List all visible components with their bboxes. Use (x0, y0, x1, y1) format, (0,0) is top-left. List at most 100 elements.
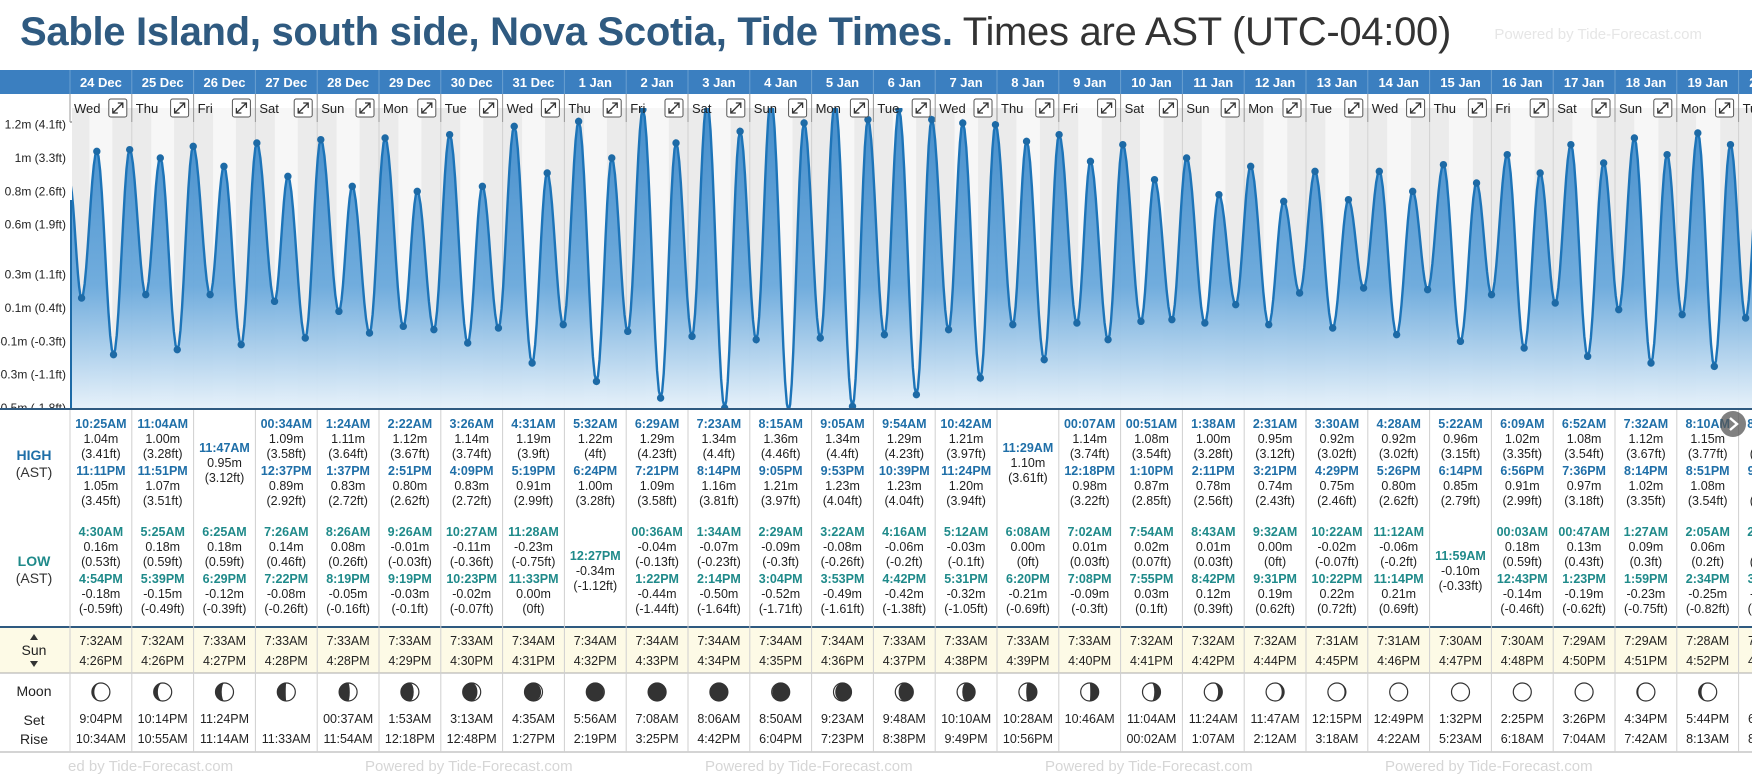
high-height-m: 0.75m (1320, 479, 1355, 493)
low-height-ft: (0.72ft) (1317, 602, 1357, 616)
weekday-label: Sat (259, 101, 279, 116)
low-time: 3:04PM (759, 572, 803, 586)
low-time: 7:26AM (264, 525, 308, 539)
moon-shadow (962, 683, 976, 701)
date-label: 5 Jan (826, 75, 859, 90)
expand-arrows (173, 102, 186, 114)
moonrise-time: 8:13AM (1686, 732, 1729, 746)
moonrise-time: 10:55AM (138, 732, 188, 746)
sunset-time: 4:34PM (697, 654, 740, 668)
y-tick-label: 1.2m (4.1ft) (5, 118, 66, 132)
tide-line (72, 108, 1752, 408)
low-height-m: 0.06m (1690, 540, 1725, 554)
date-label: 26 Dec (204, 75, 246, 90)
low-height-m: -0.14m (1503, 587, 1542, 601)
high-tide-point (284, 172, 292, 181)
low-height-ft: (-1.05ft) (944, 602, 988, 616)
low-tide-point (1201, 319, 1209, 327)
moonset-time: 6:55PM (1748, 712, 1752, 726)
high-sub-label: (AST) (16, 464, 53, 480)
low-time: 5:39PM (141, 572, 185, 586)
sunset-time: 4:35PM (759, 654, 802, 668)
high-time: 11:29AM (1003, 441, 1054, 455)
high-time: 6:24PM (573, 464, 617, 478)
low-height-m: 0.21m (1381, 587, 1416, 601)
low-tide-point (206, 290, 214, 299)
expand-icon (602, 98, 622, 118)
moon-shadow (277, 683, 287, 701)
high-height-m: 1.16m (702, 479, 737, 493)
high-time: 8:10AM (1685, 417, 1729, 431)
sunset-time: 4:27PM (203, 654, 246, 668)
high-height-ft: (3.67ft) (1750, 494, 1752, 508)
low-time: 3:53PM (821, 572, 865, 586)
high-tide-point (1375, 167, 1384, 176)
low-height-m: 0.18m (145, 540, 180, 554)
low-time: 11:28AM (508, 525, 559, 539)
high-time: 4:28AM (1376, 417, 1420, 431)
date-label: 20 Jan (1749, 75, 1752, 90)
high-height-ft: (2.43ft) (1255, 494, 1295, 508)
low-height-ft: (-1.64ft) (697, 602, 741, 616)
high-time: 6:29AM (635, 417, 679, 431)
sunset-time: 4:30PM (450, 654, 493, 668)
moonrise-time: 2:19PM (574, 732, 617, 746)
low-height-ft: (-0.36ft) (450, 555, 494, 569)
high-height-ft: (2.99ft) (514, 494, 554, 508)
high-height-m: 0.83m (331, 479, 366, 493)
low-time: 11:14PM (1374, 572, 1424, 586)
footer-watermark: Powered by Tide-Forecast.com (705, 758, 913, 775)
date-label: 4 Jan (764, 75, 797, 90)
expand-icon (1529, 98, 1549, 118)
high-tide-point (1599, 159, 1608, 167)
high-height-ft: (4.46ft) (761, 447, 801, 461)
low-time: 2:05AM (1685, 525, 1729, 539)
low-height-m: 0.01m (1072, 540, 1107, 554)
moonrise-time: 12:18PM (385, 732, 435, 746)
high-tide-point (317, 135, 325, 144)
sunset-time: 4:44PM (1254, 654, 1297, 668)
moon-disc (1512, 682, 1532, 702)
high-height-ft: (3.54ft) (1564, 447, 1604, 461)
high-height-m: 1.07m (145, 479, 180, 493)
low-time: 7:22PM (264, 572, 308, 586)
high-tide-point (125, 145, 134, 154)
low-height-m: 0.00m (1258, 540, 1293, 554)
moon-phase-icon (1389, 682, 1409, 702)
sunset-time: 4:31PM (512, 654, 555, 668)
low-height-m: -0.06m (1379, 540, 1418, 554)
low-height-m: -0.04m (638, 540, 677, 554)
low-time: 11:59AM (1435, 549, 1486, 563)
low-height-m: -0.32m (947, 587, 986, 601)
high-time: 3:26AM (449, 417, 493, 431)
low-height-m: -0.02m (1317, 540, 1356, 554)
low-height-m: 0.00m (516, 587, 551, 601)
low-tide-point (880, 330, 889, 339)
date-label: 11 Jan (1193, 75, 1233, 90)
low-height-ft: (-0.03ft) (388, 555, 432, 569)
weekday-label: Thu (568, 101, 590, 116)
high-tide-point (1150, 175, 1159, 184)
high-height-ft: (3.97ft) (946, 447, 986, 461)
weekday-label: Wed (939, 101, 966, 116)
moon-shadow (1151, 683, 1161, 701)
low-tide-point (1583, 352, 1592, 361)
sunset-time: 4:47PM (1439, 654, 1482, 668)
low-tide-point (1678, 310, 1686, 319)
high-tide-point (189, 142, 197, 151)
high-height-ft: (2.72ft) (328, 494, 368, 508)
high-time: 00:07AM (1064, 417, 1115, 431)
weekday-label: Mon (1681, 101, 1706, 116)
high-tide-point (543, 169, 551, 177)
high-height-m: 1.11m (331, 432, 365, 446)
moon-shadow (524, 683, 542, 701)
high-tide-point (1086, 157, 1095, 166)
low-height-m: 0.16m (84, 540, 119, 554)
scroll-right-button[interactable] (1720, 411, 1746, 437)
low-tide-point (1487, 290, 1496, 299)
low-time: 00:36AM (631, 525, 682, 539)
high-tide-point (1503, 150, 1511, 159)
moon-shadow (586, 683, 604, 701)
sun-row-bg (0, 627, 1752, 673)
